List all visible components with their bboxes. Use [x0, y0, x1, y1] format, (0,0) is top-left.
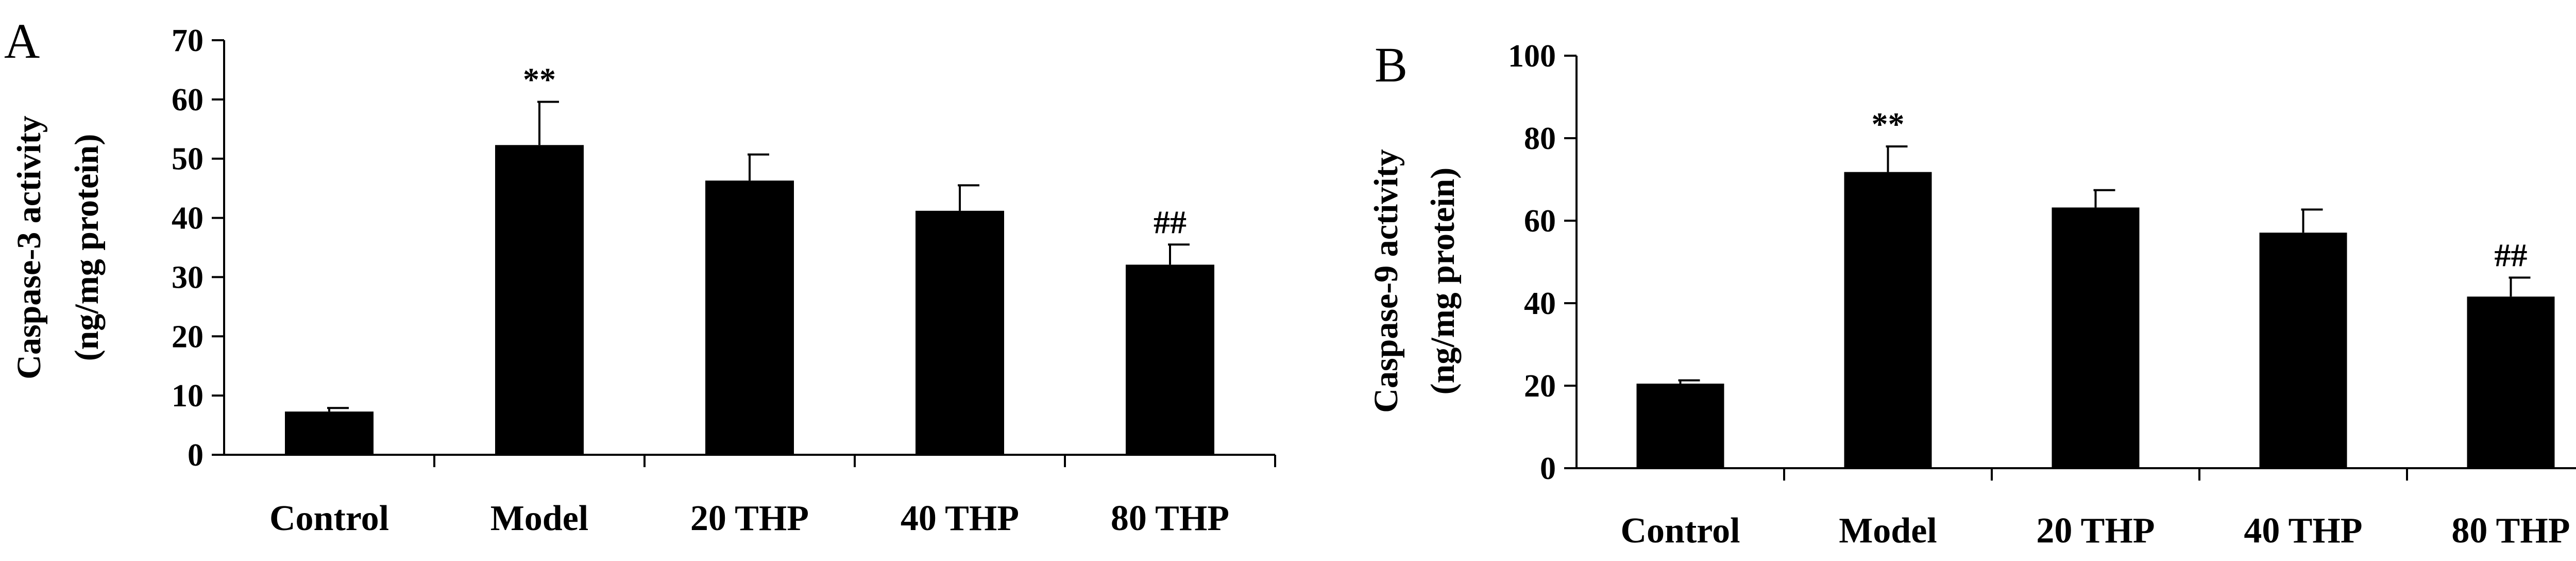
y-tick-label: 60 [172, 82, 204, 118]
bar [2259, 233, 2347, 468]
bar [1636, 384, 1724, 468]
bar [916, 210, 1004, 455]
significance-mark: ** [523, 61, 556, 97]
bar [1126, 265, 1214, 455]
y-tick-label: 60 [1524, 204, 1556, 239]
y-tick-label: 70 [172, 23, 204, 58]
y-axis-label-units: (ng/mg protein) [1424, 168, 1462, 395]
significance-mark: ## [1154, 204, 1187, 240]
x-category-label: 80 THP [1111, 499, 1229, 538]
y-axis-label-units: (ng/mg protein) [68, 134, 106, 361]
y-tick-label: 10 [172, 378, 204, 414]
bar [2467, 296, 2555, 468]
y-tick-label: 30 [172, 260, 204, 295]
x-category-label: Control [269, 499, 389, 538]
y-axis-label: Caspase-3 activity [10, 116, 48, 379]
y-axis-label: Caspase-9 activity [1367, 149, 1405, 412]
significance-mark: ## [2495, 237, 2528, 273]
bar [285, 411, 374, 455]
bar [495, 145, 584, 455]
x-category-label: 40 THP [901, 499, 1019, 538]
x-category-label: 80 THP [2451, 511, 2570, 551]
y-tick-label: 20 [1524, 369, 1556, 404]
x-category-label: 40 THP [2244, 511, 2362, 551]
bar [2052, 207, 2140, 468]
x-category-label: 20 THP [690, 499, 809, 538]
x-category-label: Model [490, 499, 589, 538]
y-tick-label: 0 [1540, 451, 1556, 486]
panel-caspase-3: A Caspase-3 activity (ng/mg protein) 0 10 20 3… [4, 13, 1276, 538]
panel-label: B [1375, 37, 1408, 92]
y-tick-label: 40 [1524, 286, 1556, 321]
y-tick-label: 20 [172, 319, 204, 354]
bar [705, 180, 794, 455]
panel-label: A [4, 13, 40, 69]
y-tick-label: 80 [1524, 121, 1556, 156]
x-category-label: Control [1620, 511, 1740, 551]
y-tick-label: 40 [172, 201, 204, 236]
x-category-label: 20 THP [2036, 511, 2155, 551]
panel-caspase-9: B Caspase-9 activity (ng/mg protein) 0 20 40 6… [1367, 37, 2576, 551]
bar [1844, 172, 1932, 469]
significance-mark: ** [1872, 106, 1905, 142]
y-tick-label: 100 [1508, 39, 1556, 74]
y-tick-label: 0 [188, 438, 204, 473]
y-tick-label: 50 [172, 142, 204, 177]
x-category-label: Model [1839, 511, 1937, 551]
